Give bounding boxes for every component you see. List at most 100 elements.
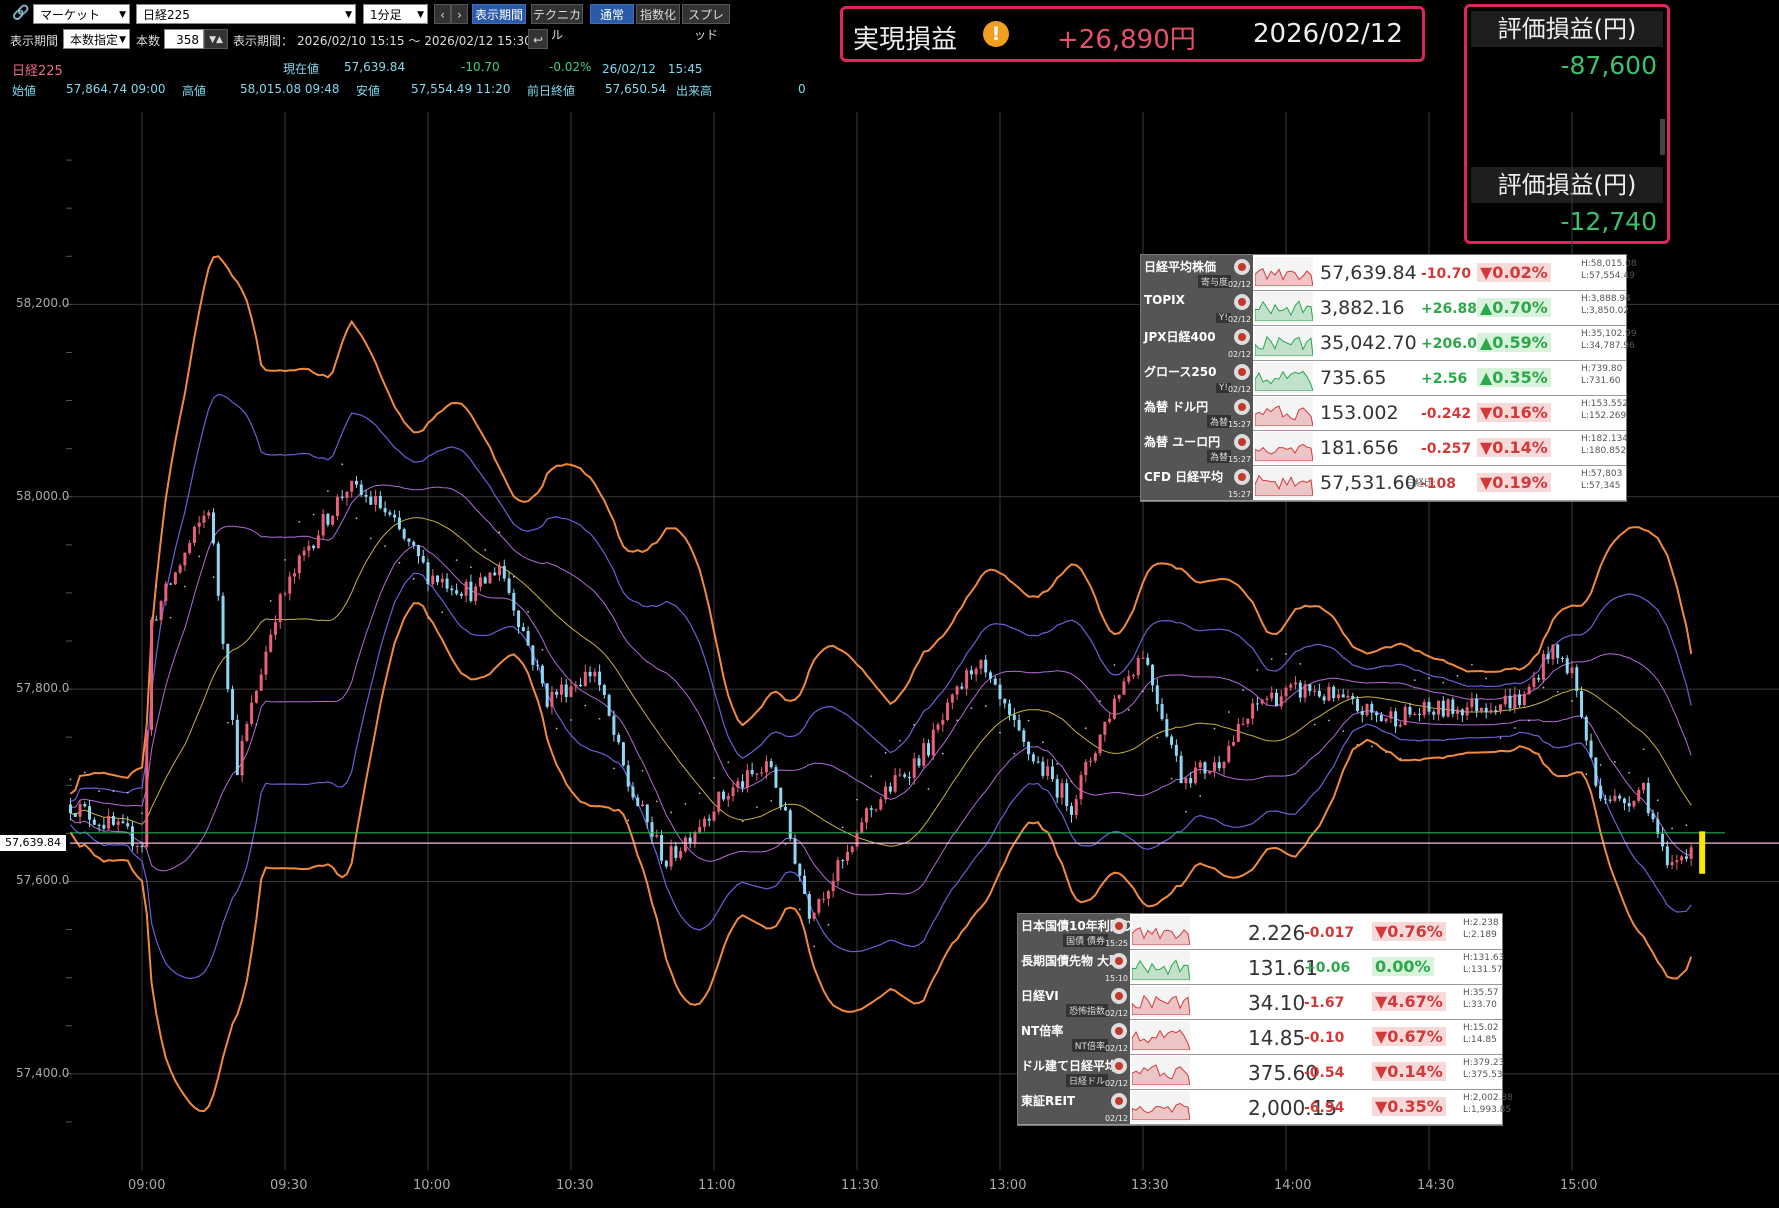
candle-body <box>412 541 416 546</box>
period-label: 表示期間 <box>10 34 59 48</box>
interval-select[interactable]: 1分足 ▼ <box>363 4 428 24</box>
sar-dot <box>884 751 887 754</box>
count-input[interactable]: 358 <box>164 29 204 49</box>
market-row[interactable]: 日経VI 恐怖指数 02/12 34.10 -1.67 ▼4.67% H:35.… <box>1018 984 1502 1020</box>
record-icon <box>1234 469 1250 485</box>
market-table-indices: 日経平均株価 寄与度 02/12 57,639.84 -10.70 ▼0.02%… <box>1140 254 1637 502</box>
market-sub-label: 国債 債券 <box>1063 934 1108 947</box>
candle-body <box>1689 847 1693 859</box>
candle-body <box>521 627 525 631</box>
sparkline-path <box>1254 335 1314 357</box>
candle-body <box>1098 734 1102 754</box>
sparkline-graphic <box>1254 474 1314 497</box>
market-row[interactable]: 日本国債10年利回り 国債 債券 15:25 2.226 -0.017 ▼0.7… <box>1018 914 1502 950</box>
unrealized-pnl-header-1: 評価損益(円) <box>1471 11 1663 47</box>
category-select[interactable]: マーケット ▼ <box>33 4 130 24</box>
link-icon[interactable]: 🔗 <box>12 5 30 21</box>
candle-body <box>397 517 401 530</box>
candle-body <box>1417 713 1421 715</box>
candle-body <box>879 799 883 810</box>
market-value: 34.10 <box>1248 991 1306 1015</box>
market-row[interactable]: 為替 ドル円 為替 15:27 153.002 -0.242 ▼0.16% H:… <box>1141 395 1628 431</box>
sparkline-path <box>1131 927 1191 946</box>
sar-dot <box>1156 736 1159 739</box>
candle-body <box>950 694 954 703</box>
change-pct: -0.02% <box>549 60 592 74</box>
market-row[interactable]: 長期国債先物 大取 15:10 131.61 +0.06 0.00% H:131… <box>1018 949 1504 985</box>
bollinger-lower-2sigma <box>70 572 1692 980</box>
candle-body <box>717 791 721 812</box>
candle-body <box>602 685 606 695</box>
candle-body <box>183 552 187 566</box>
candle-body <box>1036 761 1040 763</box>
candle-body <box>1484 707 1488 713</box>
market-row[interactable]: JPX日経400 02/12 35,042.70 +206.03 ▲0.59% … <box>1141 325 1637 361</box>
y-tick-label: 57,400.0 <box>16 1065 70 1080</box>
record-icon <box>1234 259 1250 275</box>
market-time: 02/12 <box>1227 350 1251 359</box>
candle-body <box>302 550 306 556</box>
candle-body <box>297 555 301 574</box>
candle-body <box>159 601 163 621</box>
prev-button[interactable]: ‹ <box>434 4 451 24</box>
x-tick-label: 10:30 <box>556 1178 594 1193</box>
sar-dot <box>956 719 958 722</box>
period-mode-select[interactable]: 本数指定 ▼ <box>63 29 130 49</box>
candle-body <box>1580 691 1584 717</box>
market-row[interactable]: 東証REIT 02/12 2,000.15 -6.94 ▼0.35% H:2,0… <box>1018 1089 1513 1125</box>
count-stepper[interactable]: ▼▲ <box>204 29 228 49</box>
candle-body <box>178 565 182 573</box>
candle-body <box>1122 681 1126 695</box>
market-low: L:33.70 <box>1463 1000 1497 1010</box>
symbol-select[interactable]: 日経225 ▼ <box>136 4 356 24</box>
spread-button[interactable]: スプレッド <box>682 4 730 42</box>
market-value: 14.85 <box>1248 1026 1306 1050</box>
market-high: H:35,102.99 <box>1581 329 1637 339</box>
candle-body <box>169 583 173 585</box>
market-row[interactable]: CFD 日経平均 15:27 57,531.60 日経比: -108 ▼0.19… <box>1141 465 1626 501</box>
sparkline <box>1131 1021 1191 1052</box>
candle-body <box>1089 760 1093 762</box>
sparkline-path <box>1254 268 1314 287</box>
market-value: 735.65 <box>1320 367 1387 389</box>
sar-dot <box>327 490 329 493</box>
sparkline <box>1254 397 1314 428</box>
x-tick-label: 10:00 <box>413 1178 451 1193</box>
market-time: 15:27 <box>1227 490 1251 499</box>
market-row[interactable]: 為替 ユーロ円 為替 15:27 181.656 -0.257 ▼0.14% H… <box>1141 430 1628 466</box>
candle-body <box>1675 860 1679 863</box>
unrealized-scrollbar[interactable] <box>1660 119 1665 155</box>
candle-body <box>722 791 726 800</box>
market-row[interactable]: NT倍率 NT倍率 02/12 14.85 -0.10 ▼0.67% H:15.… <box>1018 1019 1502 1055</box>
next-button[interactable]: › <box>451 4 468 24</box>
market-row[interactable]: ドル建て日経平均 日経ドル 02/12 375.60 -0.54 ▼0.14% … <box>1018 1054 1504 1090</box>
candle-body <box>1513 694 1517 709</box>
display-period-button[interactable]: 表示期間 <box>472 4 526 24</box>
normal-button[interactable]: 通常 <box>590 4 634 24</box>
quote-name: 日経225 <box>12 64 63 79</box>
sar-dot <box>212 576 215 579</box>
candle-body <box>793 838 797 864</box>
candle-body <box>998 684 1002 700</box>
candle-body <box>1322 696 1326 701</box>
technical-button[interactable]: テクニカル <box>531 4 583 42</box>
market-row[interactable]: グロース250 Y! 02/12 735.65 +2.56 ▲0.35% H:7… <box>1141 360 1626 396</box>
sar-dot <box>1442 681 1445 684</box>
candle-body <box>588 671 592 677</box>
market-row[interactable]: TOPIX Y! 02/12 3,882.16 +26.88 ▲0.70% H:… <box>1141 290 1631 326</box>
moving-average-line <box>70 517 1692 847</box>
open-label: 始値 <box>12 84 37 98</box>
reset-button[interactable]: ↩ <box>528 29 548 49</box>
candle-body <box>1451 699 1455 714</box>
sparkline-path <box>1254 405 1314 427</box>
candle-body <box>164 583 168 602</box>
chevron-down-icon: ▼ <box>119 10 126 20</box>
candle-body <box>264 651 268 675</box>
index-button[interactable]: 指数化 <box>636 4 680 24</box>
market-change: -0.242 <box>1421 406 1472 422</box>
sparkline-path <box>1254 300 1314 322</box>
candle-body <box>321 513 325 536</box>
sar-dot <box>1342 730 1345 733</box>
market-row[interactable]: 日経平均株価 寄与度 02/12 57,639.84 -10.70 ▼0.02%… <box>1141 255 1637 291</box>
